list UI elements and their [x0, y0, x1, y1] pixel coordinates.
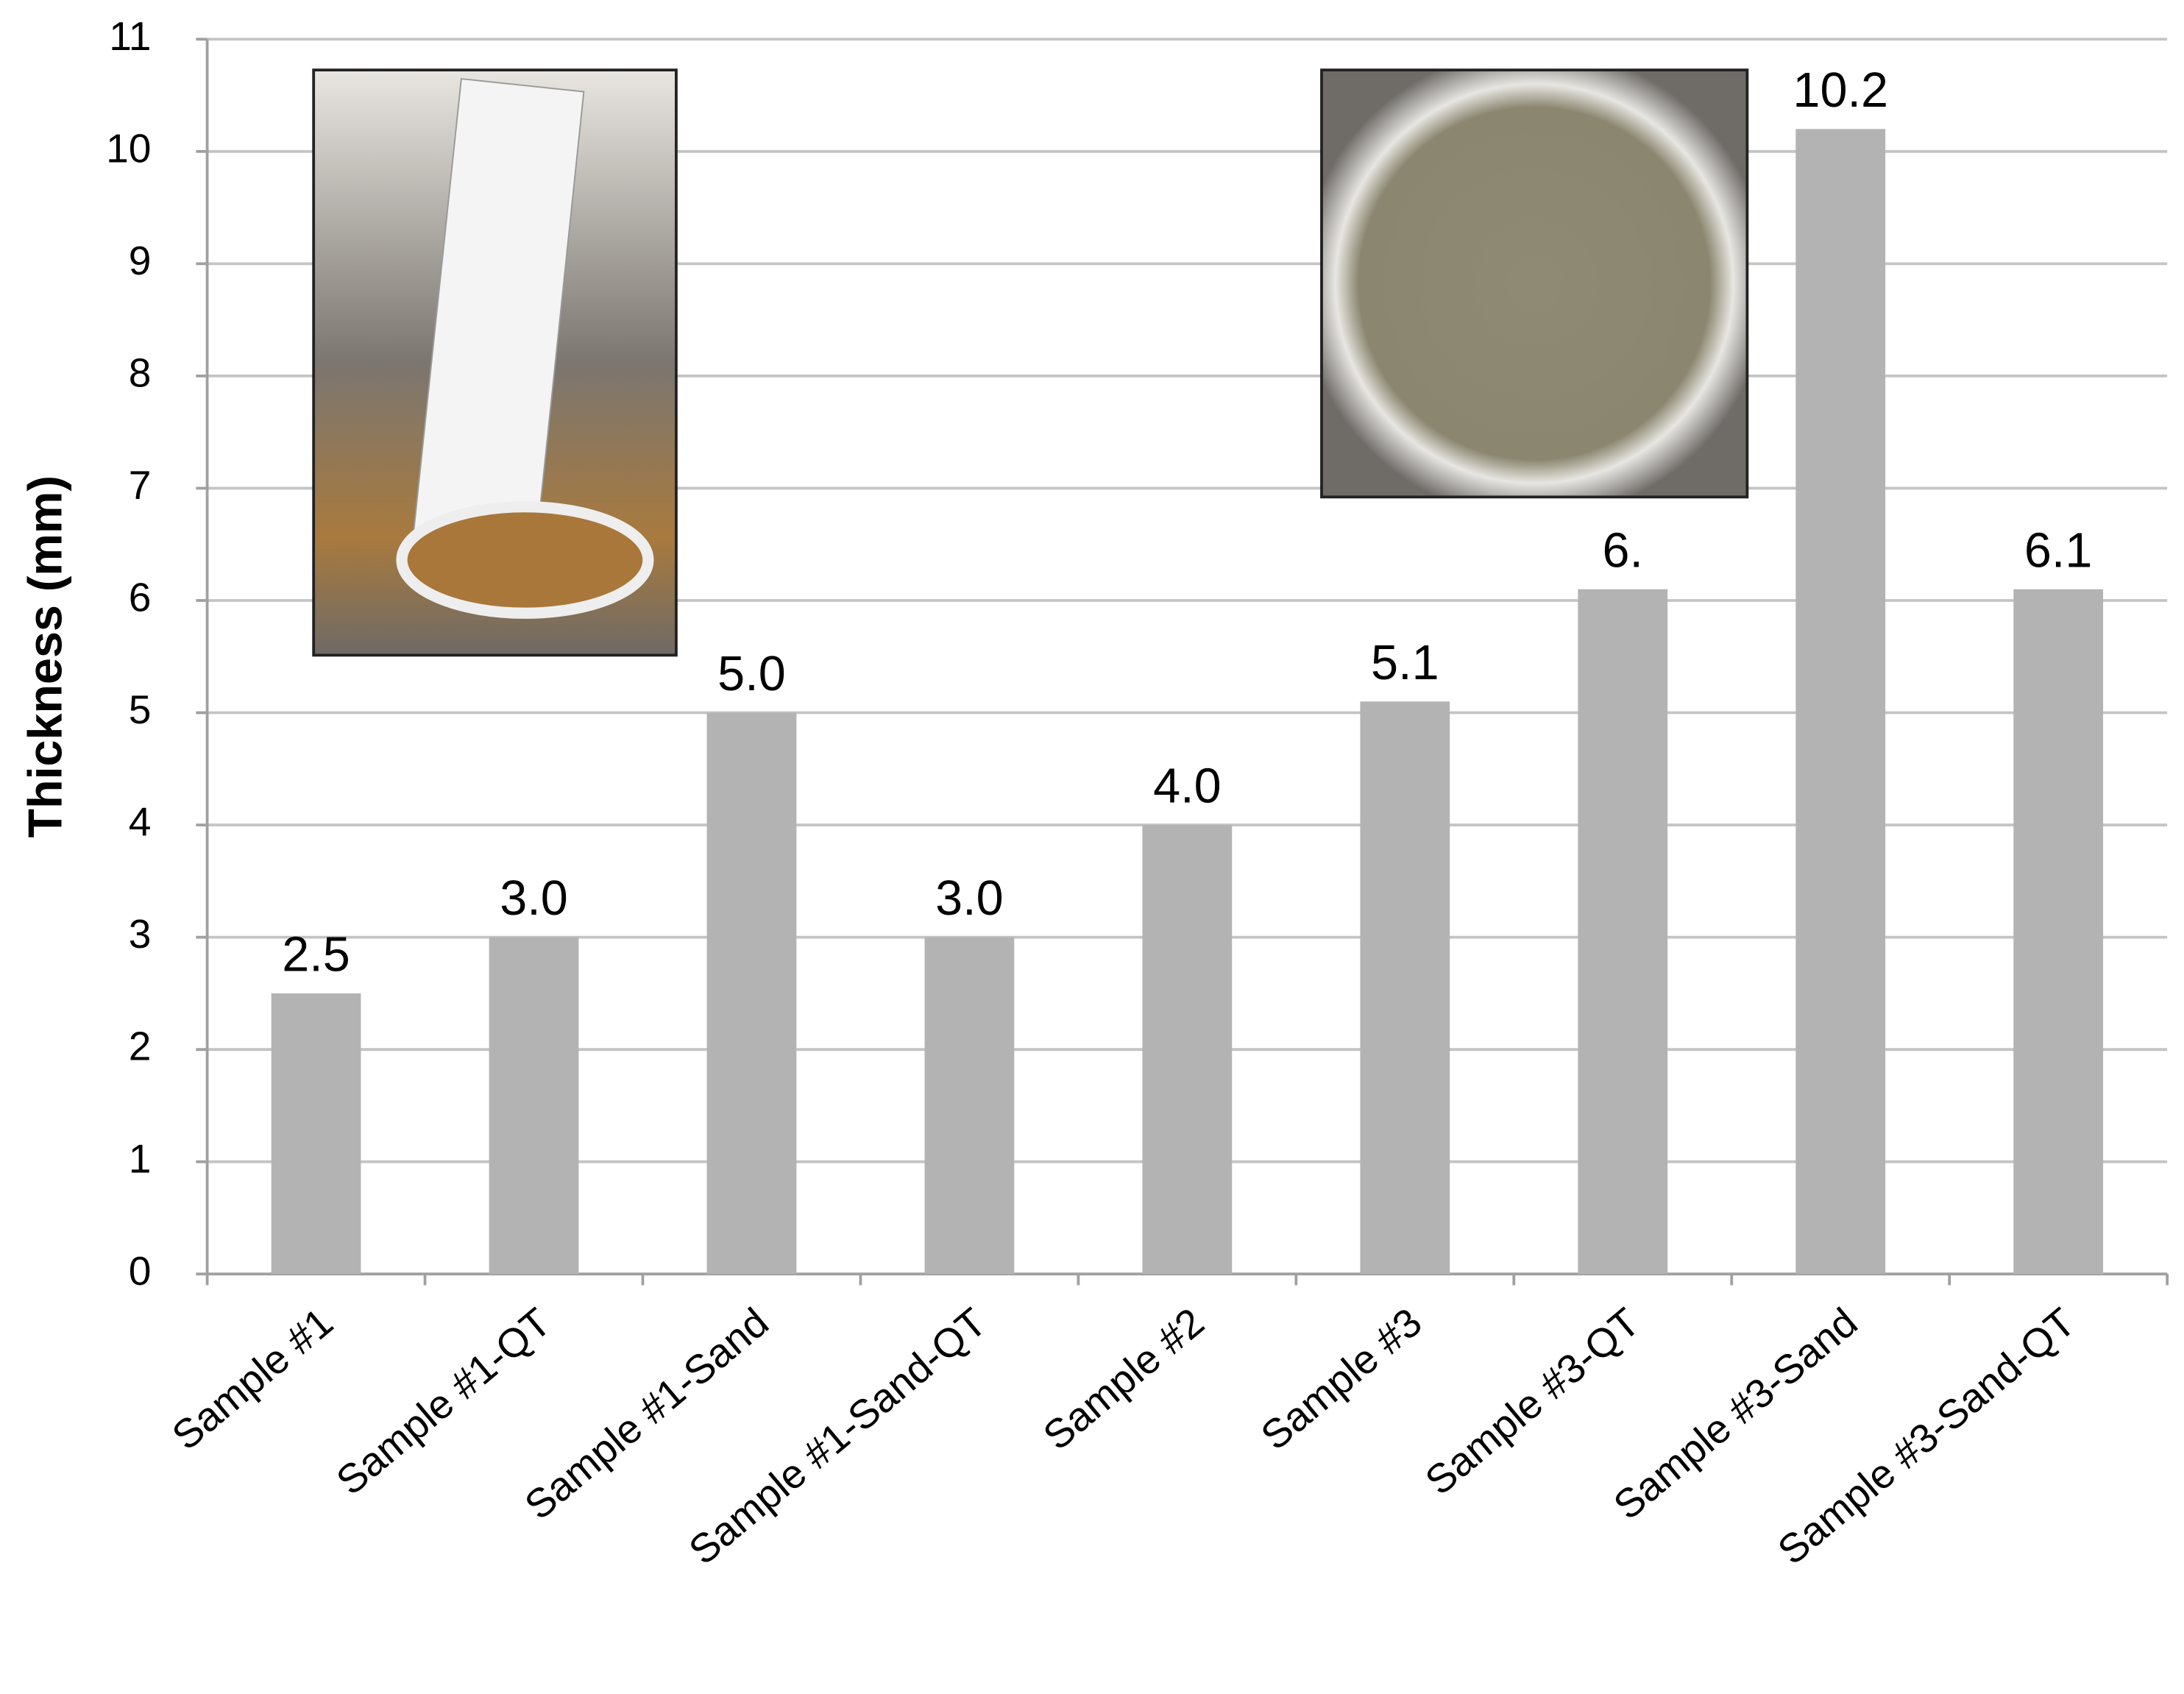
- y-tick-label: 0: [129, 1248, 152, 1294]
- bar: [1142, 825, 1233, 1275]
- bar: [1795, 129, 1886, 1275]
- y-tick-label: 2: [129, 1024, 152, 1069]
- y-axis-title: Thickness (mm): [18, 475, 72, 837]
- value-label: 3.0: [500, 871, 568, 926]
- y-tick-label: 6: [129, 575, 152, 620]
- y-tick-label: 11: [109, 13, 151, 59]
- bar: [706, 712, 797, 1275]
- y-tick-label: 4: [129, 799, 152, 845]
- value-label: 3.0: [935, 871, 1004, 926]
- y-tick-label: 5: [129, 687, 152, 732]
- y-tick-label: 8: [129, 350, 152, 395]
- dish-illustration: [396, 501, 654, 619]
- value-label: 2.5: [282, 927, 350, 982]
- bar: [1360, 701, 1450, 1275]
- value-label: 5.0: [717, 647, 786, 701]
- y-tick-label: 10: [106, 125, 151, 171]
- value-label: 6.1: [2024, 523, 2093, 578]
- value-label: 4.0: [1153, 759, 1222, 814]
- bar: [2013, 589, 2104, 1275]
- inset-photo: [1320, 68, 1749, 499]
- value-label: 10.2: [1793, 63, 1888, 118]
- value-label: 6.: [1603, 523, 1644, 578]
- x-tick-label: Sample #1: [163, 1299, 341, 1459]
- bar: [271, 993, 361, 1275]
- y-tick-label: 9: [129, 238, 152, 283]
- value-label: 5.1: [1371, 636, 1439, 690]
- x-tick-label: Sample #3-QT: [1417, 1299, 1648, 1503]
- y-tick-label: 1: [129, 1135, 152, 1181]
- bar: [1578, 589, 1668, 1275]
- y-tick-label: 3: [129, 911, 152, 957]
- x-tick-label: Sample #1-QT: [327, 1299, 559, 1503]
- bar: [924, 937, 1015, 1275]
- x-tick-label: Sample #3: [1252, 1299, 1430, 1459]
- x-tick-label: Sample #2: [1035, 1299, 1213, 1459]
- y-tick-label: 7: [129, 462, 152, 508]
- bar: [489, 937, 579, 1275]
